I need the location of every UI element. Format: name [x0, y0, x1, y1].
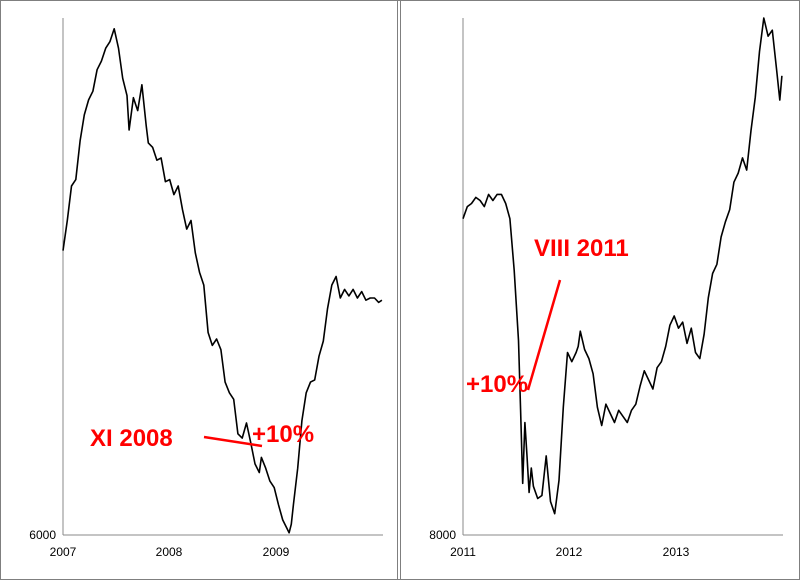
left-x-ticks: 2007 2008 2009	[50, 545, 290, 559]
annotation-label: VIII 2011	[534, 235, 629, 262]
y-tick-label: 6000	[29, 528, 56, 542]
x-tick-label: 2013	[663, 545, 690, 559]
series-line	[462, 17, 783, 515]
y-tick-label: 8000	[429, 528, 456, 542]
x-tick-label: 2008	[156, 545, 183, 559]
series-line	[62, 28, 383, 534]
annotation-label: +10%	[252, 421, 314, 448]
annotation-label: +10%	[466, 371, 528, 398]
annotation-label: XI 2008	[90, 425, 173, 452]
x-tick-label: 2007	[50, 545, 77, 559]
x-tick-label: 2009	[263, 545, 290, 559]
annotation-pointer	[526, 279, 562, 391]
x-tick-label: 2011	[450, 545, 476, 559]
annotation-pointer	[203, 435, 263, 448]
right-x-ticks: 2011 2012 2013	[450, 545, 690, 559]
left-chart: 2007 2008 2009 6000 XI 2008 +10%	[29, 18, 383, 559]
right-chart: 2011 2012 2013 8000 VIII 2011 +10%	[429, 17, 783, 559]
x-tick-label: 2012	[556, 545, 583, 559]
